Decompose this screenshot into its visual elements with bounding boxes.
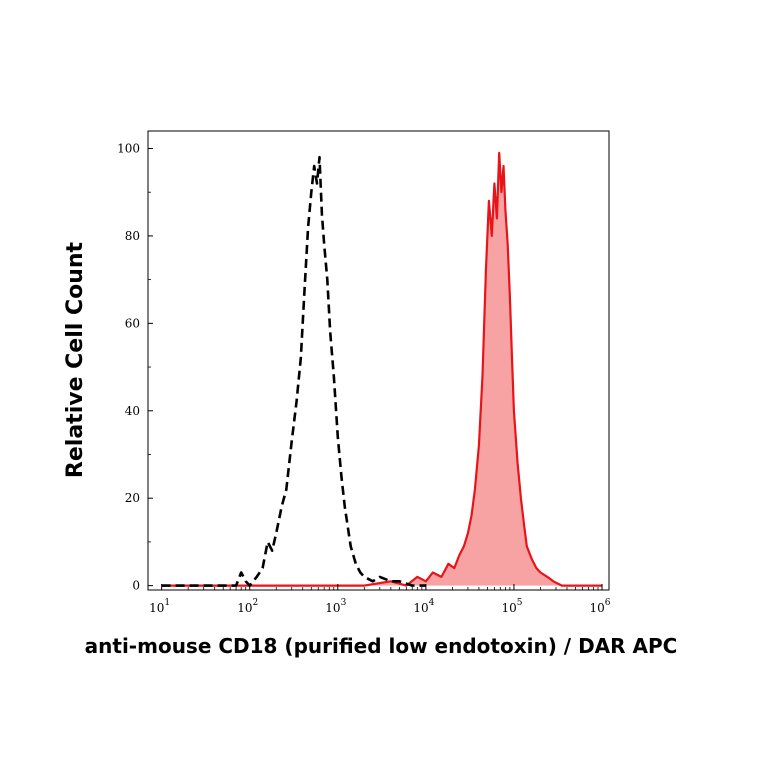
- x-tick-label: 106: [590, 598, 611, 615]
- x-axis-title: anti-mouse CD18 (purified low endotoxin)…: [85, 634, 678, 658]
- y-tick-label: 60: [125, 316, 140, 330]
- x-tick-label: 104: [413, 598, 434, 615]
- series-line-filled: [161, 151, 602, 587]
- x-tick-label: 102: [237, 598, 258, 615]
- y-axis-title: Relative Cell Count: [63, 241, 88, 478]
- y-tick-label: 0: [132, 579, 140, 593]
- series-area-filled: [161, 152, 602, 586]
- series-line-dashed: [161, 155, 426, 587]
- y-axis-ticks: 0 20 40 60 80 100: [117, 141, 153, 593]
- series-layer: [161, 151, 602, 587]
- x-tick-label: 103: [325, 598, 346, 615]
- y-tick-label: 100: [117, 141, 140, 155]
- x-tick-label: 101: [149, 598, 170, 615]
- y-tick-label: 80: [125, 229, 140, 243]
- plot-frame: [147, 130, 610, 591]
- y-tick-label: 20: [125, 491, 140, 505]
- y-tick-label: 40: [125, 404, 140, 418]
- x-axis-ticks: 101 102 103 104 105 106: [149, 584, 611, 615]
- x-tick-label: 105: [501, 598, 522, 615]
